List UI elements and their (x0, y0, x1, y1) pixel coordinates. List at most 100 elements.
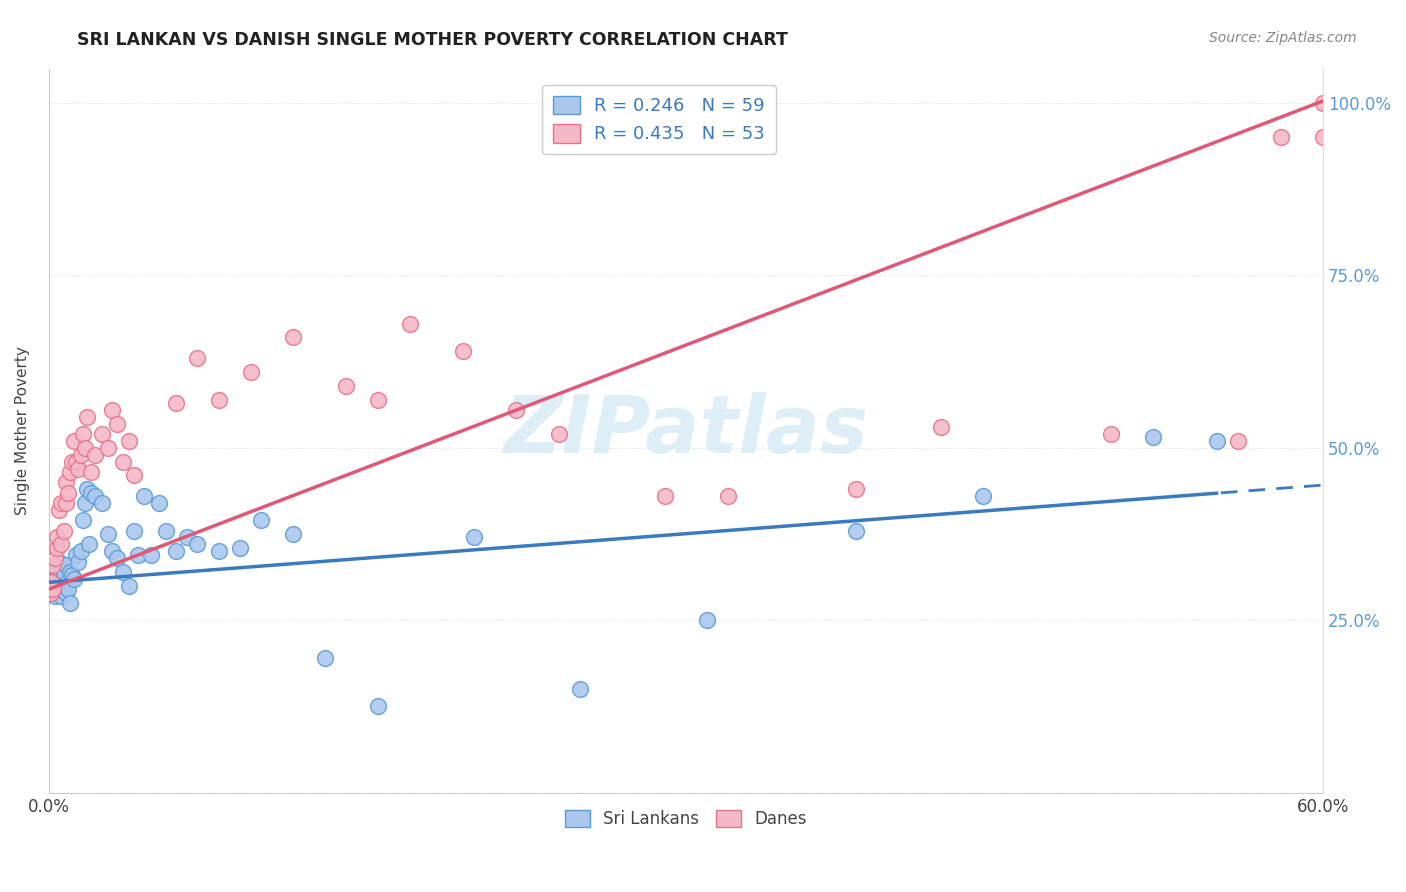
Point (65, 548, 87, 562)
Point (97, 441, 120, 455)
Point (463, 531, 485, 545)
Point (52, 524, 75, 538)
Point (46, 561, 69, 575)
Point (1312, 95, 1334, 110)
Point (60, 455, 83, 469)
Point (59, 465, 82, 479)
Point (42, 565, 65, 579)
Point (112, 455, 135, 469)
Point (51, 496, 73, 510)
Point (118, 579, 141, 593)
Point (67, 555, 90, 569)
Point (48, 503, 70, 517)
Point (568, 682, 591, 697)
Point (52, 579, 75, 593)
Point (46, 572, 69, 586)
Point (44, 572, 66, 586)
Point (90, 427, 112, 442)
Point (451, 344, 474, 359)
Point (845, 524, 868, 538)
Point (547, 427, 569, 442)
Point (314, 651, 336, 665)
Point (56, 575, 79, 590)
Point (56, 485, 79, 500)
Point (39, 585, 62, 599)
Point (76, 409, 98, 424)
Point (48, 555, 70, 569)
Point (80, 465, 103, 479)
Point (239, 365, 262, 379)
Legend: Sri Lankans, Danes: Sri Lankans, Danes (558, 804, 814, 835)
Point (1270, 130, 1292, 145)
Point (51, 537, 73, 551)
Point (1312, 130, 1334, 145)
Point (69, 544, 91, 558)
Point (51, 589, 73, 603)
Point (176, 531, 198, 545)
Point (208, 544, 231, 558)
Point (335, 378, 357, 392)
Point (250, 513, 273, 527)
Point (46, 541, 69, 555)
Text: Source: ZipAtlas.com: Source: ZipAtlas.com (1209, 31, 1357, 45)
Point (55, 475, 77, 490)
Point (73, 441, 96, 455)
Point (155, 524, 177, 538)
Point (1227, 434, 1250, 448)
Point (105, 417, 128, 431)
Point (84, 489, 107, 503)
Point (165, 544, 187, 558)
Point (398, 317, 420, 331)
Point (165, 396, 187, 410)
Point (52, 565, 75, 579)
Point (134, 489, 156, 503)
Point (1142, 430, 1164, 444)
Point (229, 541, 252, 555)
Point (97, 527, 120, 541)
Point (845, 482, 868, 496)
Point (101, 544, 124, 558)
Point (56, 582, 79, 597)
Point (55, 496, 77, 510)
Point (972, 489, 994, 503)
Point (76, 482, 98, 496)
Point (118, 434, 141, 448)
Point (77, 537, 100, 551)
Point (1099, 427, 1122, 442)
Text: SRI LANKAN VS DANISH SINGLE MOTHER POVERTY CORRELATION CHART: SRI LANKAN VS DANISH SINGLE MOTHER POVER… (77, 31, 789, 49)
Point (1206, 434, 1229, 448)
Point (127, 548, 149, 562)
Point (101, 403, 124, 417)
Point (148, 496, 170, 510)
Point (48, 582, 70, 597)
Point (281, 330, 304, 344)
Point (59, 596, 82, 610)
Point (84, 448, 107, 462)
Point (90, 496, 112, 510)
Point (44, 589, 66, 603)
Point (39, 575, 62, 590)
Y-axis label: Single Mother Poverty: Single Mother Poverty (15, 346, 30, 515)
Point (367, 392, 389, 407)
Point (39, 582, 62, 597)
Point (929, 420, 952, 434)
Point (63, 572, 86, 586)
Point (51, 575, 73, 590)
Point (717, 489, 740, 503)
Point (59, 565, 82, 579)
Point (105, 551, 128, 566)
Point (654, 489, 676, 503)
Point (186, 351, 208, 366)
Point (122, 524, 145, 538)
Point (42, 582, 65, 597)
Point (139, 548, 162, 562)
Point (281, 527, 304, 541)
Text: ZIPatlas: ZIPatlas (503, 392, 869, 469)
Point (39, 582, 62, 597)
Point (696, 613, 718, 627)
Point (505, 403, 527, 417)
Point (67, 461, 90, 475)
Point (55, 585, 77, 599)
Point (72, 513, 94, 527)
Point (208, 392, 231, 407)
